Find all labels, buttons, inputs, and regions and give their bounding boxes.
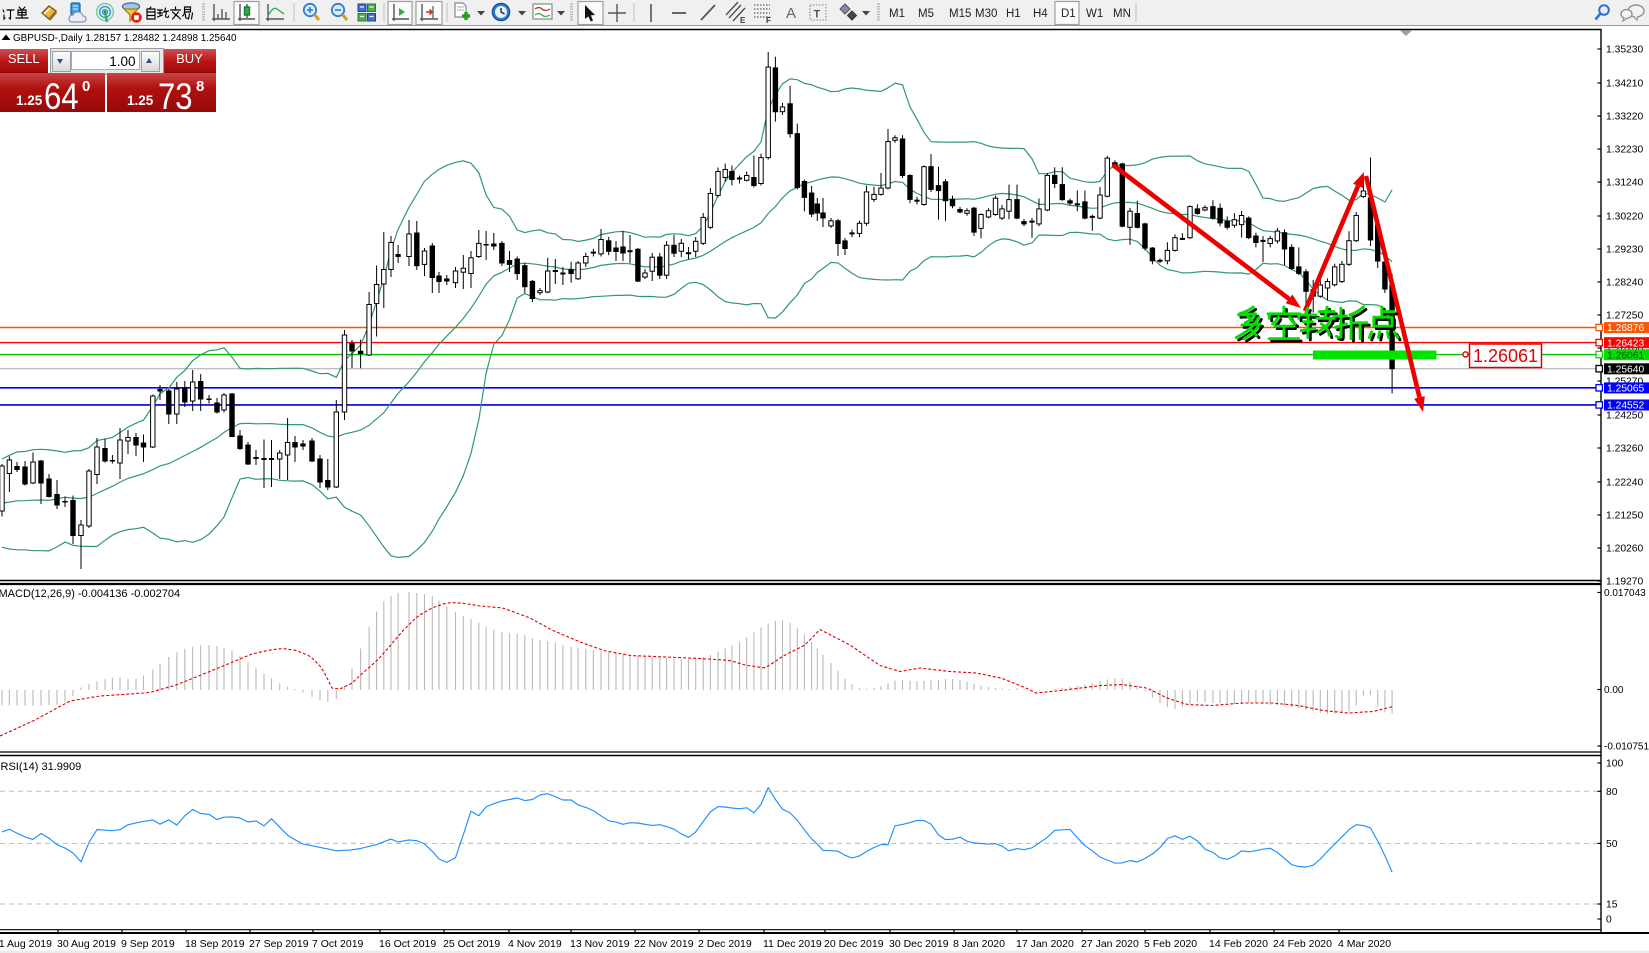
- svg-text:1.20260: 1.20260: [1606, 544, 1643, 555]
- svg-text:MN: MN: [1113, 8, 1131, 20]
- svg-text:1.25270: 1.25270: [1606, 377, 1643, 388]
- svg-text:1.31240: 1.31240: [1606, 178, 1643, 189]
- svg-text:9 Sep 2019: 9 Sep 2019: [121, 938, 175, 950]
- svg-text:18 Sep 2019: 18 Sep 2019: [185, 938, 245, 950]
- svg-text:24 Feb 2020: 24 Feb 2020: [1273, 938, 1332, 950]
- svg-text:1.19270: 1.19270: [1606, 577, 1643, 588]
- svg-text:1.26876: 1.26876: [1607, 323, 1644, 334]
- svg-text:1.35230: 1.35230: [1606, 45, 1643, 56]
- svg-text:8 Jan 2020: 8 Jan 2020: [953, 938, 1005, 950]
- svg-text:1.24250: 1.24250: [1606, 411, 1643, 422]
- svg-text:1.30220: 1.30220: [1606, 212, 1643, 223]
- svg-text:-0.010751: -0.010751: [1604, 742, 1649, 753]
- svg-text:M30: M30: [975, 8, 997, 20]
- svg-text:1.22240: 1.22240: [1606, 478, 1643, 489]
- svg-text:H1: H1: [1006, 8, 1021, 20]
- svg-text:1.29230: 1.29230: [1606, 245, 1643, 256]
- svg-text:1.33220: 1.33220: [1606, 112, 1643, 123]
- svg-text:M15: M15: [949, 8, 971, 20]
- svg-text:17 Jan 2020: 17 Jan 2020: [1016, 938, 1074, 950]
- svg-text:11 Dec 2019: 11 Dec 2019: [763, 938, 822, 950]
- svg-text:1.26423: 1.26423: [1607, 338, 1644, 349]
- svg-text:0: 0: [1606, 915, 1612, 926]
- svg-text:1.28240: 1.28240: [1606, 278, 1643, 289]
- svg-text:1.27250: 1.27250: [1606, 311, 1643, 322]
- svg-text:F: F: [766, 16, 771, 25]
- svg-text:4 Mar 2020: 4 Mar 2020: [1338, 938, 1391, 950]
- svg-text:80: 80: [1606, 787, 1618, 798]
- svg-text:21 Aug 2019: 21 Aug 2019: [0, 938, 52, 950]
- svg-text:1.26061: 1.26061: [1607, 350, 1644, 361]
- svg-text:30 Aug 2019: 30 Aug 2019: [57, 938, 116, 950]
- svg-text:GBPUSD-,Daily 1.28157 1.28482: GBPUSD-,Daily 1.28157 1.28482 1.24898 1.…: [13, 33, 237, 44]
- svg-text:2 Dec 2019: 2 Dec 2019: [698, 938, 752, 950]
- svg-text:27 Sep 2019: 27 Sep 2019: [249, 938, 309, 950]
- svg-text:W1: W1: [1086, 8, 1103, 20]
- svg-text:0.00: 0.00: [1604, 685, 1624, 696]
- svg-text:MACD(12,26,9) -0.004136 -0.002: MACD(12,26,9) -0.004136 -0.002704: [0, 588, 180, 600]
- svg-text:1.21250: 1.21250: [1606, 511, 1643, 522]
- svg-text:16 Oct 2019: 16 Oct 2019: [379, 938, 436, 950]
- svg-text:22 Nov 2019: 22 Nov 2019: [634, 938, 694, 950]
- svg-text:1.25065: 1.25065: [1607, 384, 1644, 395]
- svg-text:H4: H4: [1033, 8, 1048, 20]
- svg-text:M1: M1: [889, 8, 905, 20]
- svg-text:T: T: [814, 9, 821, 21]
- svg-text:1.23260: 1.23260: [1606, 444, 1643, 455]
- svg-text:1.24552: 1.24552: [1607, 401, 1644, 412]
- svg-text:27 Jan 2020: 27 Jan 2020: [1081, 938, 1139, 950]
- svg-text:M5: M5: [918, 8, 934, 20]
- svg-text:1.26061: 1.26061: [1473, 346, 1538, 366]
- svg-text:50: 50: [1606, 839, 1618, 850]
- svg-text:1.25640: 1.25640: [1607, 364, 1644, 375]
- svg-text:A: A: [786, 5, 796, 22]
- svg-text:0.017043: 0.017043: [1604, 588, 1646, 599]
- svg-text:25 Oct 2019: 25 Oct 2019: [443, 938, 500, 950]
- svg-text:100: 100: [1606, 759, 1623, 770]
- svg-text:5 Feb 2020: 5 Feb 2020: [1144, 938, 1197, 950]
- svg-text:1.32230: 1.32230: [1606, 145, 1643, 156]
- svg-text:13 Nov 2019: 13 Nov 2019: [570, 938, 630, 950]
- svg-text:E: E: [740, 16, 746, 25]
- svg-text:1.34210: 1.34210: [1606, 79, 1643, 90]
- svg-text:4 Nov 2019: 4 Nov 2019: [508, 938, 562, 950]
- svg-text:30 Dec 2019: 30 Dec 2019: [889, 938, 949, 950]
- svg-text:15: 15: [1606, 900, 1618, 911]
- svg-text:7 Oct 2019: 7 Oct 2019: [312, 938, 364, 950]
- svg-text:D1: D1: [1061, 8, 1076, 20]
- svg-text:14 Feb 2020: 14 Feb 2020: [1209, 938, 1268, 950]
- svg-text:20 Dec 2019: 20 Dec 2019: [824, 938, 884, 950]
- svg-text:RSI(14) 31.9909: RSI(14) 31.9909: [1, 761, 82, 773]
